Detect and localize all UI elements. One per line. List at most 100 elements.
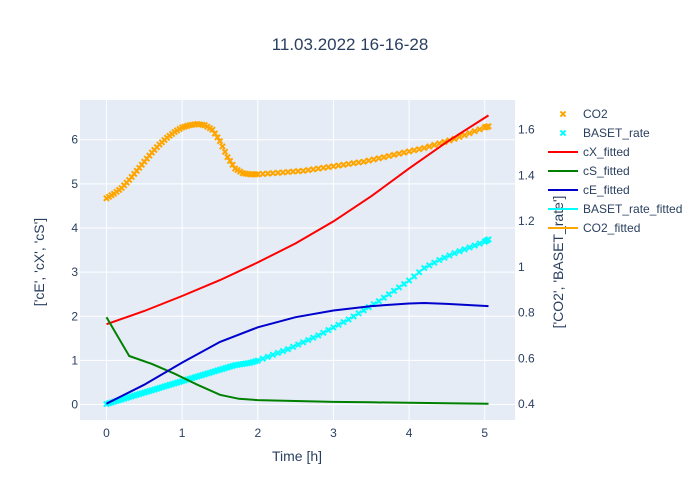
data-point-baset-rate xyxy=(309,334,317,342)
x-tick-label: 3 xyxy=(330,426,337,440)
x-stroke xyxy=(415,268,423,276)
series-cs-fitted xyxy=(105,316,489,405)
legend-label-cx-fitted: cX_fitted xyxy=(583,145,630,159)
data-point-co2 xyxy=(390,151,398,159)
x-stroke xyxy=(430,141,438,149)
x-stroke xyxy=(456,247,463,255)
series-cx-fitted xyxy=(106,114,490,326)
x-stroke xyxy=(229,161,236,169)
x-stroke xyxy=(320,164,327,172)
x-axis-title: Time [h] xyxy=(272,448,322,464)
x-stroke xyxy=(476,240,484,247)
x-stroke xyxy=(559,129,567,137)
data-point-baset-rate xyxy=(456,247,463,255)
x-stroke xyxy=(471,127,478,135)
data-point-co2 xyxy=(279,169,287,176)
data-point-baset-rate xyxy=(441,254,448,262)
x-stroke xyxy=(380,153,388,161)
x-stroke xyxy=(299,338,307,346)
data-point-co2 xyxy=(476,126,484,133)
grid xyxy=(80,100,515,420)
data-point-co2 xyxy=(461,131,468,139)
x-stroke xyxy=(485,122,492,130)
x-stroke xyxy=(410,273,418,280)
data-point-baset-rate xyxy=(269,351,277,359)
x-stroke xyxy=(345,160,352,168)
legend-label-co2: CO2 xyxy=(583,107,608,121)
data-point-baset-rate xyxy=(340,318,347,326)
x-stroke xyxy=(269,169,277,177)
y-left-axis-title: ['cE', 'cX', 'cS'] xyxy=(31,218,47,306)
x-stroke xyxy=(314,332,322,339)
legend-item-baset-rate-fitted: BASET_rate_fitted xyxy=(548,202,682,216)
data-point-co2 xyxy=(400,149,408,156)
data-point-co2 xyxy=(294,167,302,175)
data-point-co2 xyxy=(264,170,272,177)
x-stroke xyxy=(259,355,267,362)
x-stroke xyxy=(430,259,438,266)
data-point-baset-rate xyxy=(254,357,262,364)
data-point-baset-rate xyxy=(325,326,332,334)
x-stroke xyxy=(284,168,292,176)
data-point-co2 xyxy=(430,141,438,149)
x-stroke xyxy=(360,158,368,166)
x-stroke xyxy=(375,297,383,305)
data-point-baset-rate xyxy=(284,345,292,353)
data-point-co2 xyxy=(466,129,473,137)
legend-symbol-baset-rate xyxy=(559,129,567,137)
data-point-co2 xyxy=(471,127,478,135)
x-stroke xyxy=(441,138,448,146)
x-stroke xyxy=(390,151,398,159)
data-point-co2 xyxy=(330,162,337,170)
data-point-co2 xyxy=(299,167,307,175)
x-stroke xyxy=(221,148,229,156)
series-line-ce-fitted xyxy=(106,301,489,405)
x-stroke xyxy=(219,143,226,150)
data-point-baset-rate xyxy=(410,273,418,280)
x-stroke xyxy=(380,294,388,302)
x-stroke xyxy=(274,349,282,357)
data-point-co2 xyxy=(335,162,342,169)
y-right-axis-title: ['CO2', 'BASET_rate'] xyxy=(550,196,566,329)
x-stroke xyxy=(360,306,368,314)
data-point-co2 xyxy=(485,122,492,130)
x-stroke xyxy=(405,148,413,155)
y-left-tick-label: 2 xyxy=(71,309,78,323)
data-point-co2 xyxy=(420,144,428,152)
x-stroke xyxy=(226,157,234,165)
x-stroke xyxy=(446,252,453,259)
data-point-co2 xyxy=(320,164,327,172)
data-point-co2 xyxy=(385,152,393,160)
x-stroke xyxy=(340,318,347,326)
data-point-baset-rate xyxy=(264,353,272,361)
x-stroke xyxy=(254,357,262,364)
legend: CO2 BASET_rate cX_fitted cS_fitted cE_fitted… xyxy=(548,107,682,235)
data-point-baset-rate xyxy=(415,268,423,276)
data-point-co2 xyxy=(304,166,312,174)
legend-symbol-co2 xyxy=(559,110,567,118)
series-ce-fitted xyxy=(106,301,489,405)
data-point-baset-rate xyxy=(320,329,327,337)
x-stroke xyxy=(279,169,287,176)
x-stroke xyxy=(214,134,221,141)
data-point-baset-rate xyxy=(425,262,433,269)
data-point-co2 xyxy=(340,161,347,169)
x-tick-label: 5 xyxy=(481,426,488,440)
data-point-co2 xyxy=(405,148,413,155)
x-stroke xyxy=(320,329,327,337)
x-tick-label: 2 xyxy=(254,426,261,440)
data-point-co2 xyxy=(309,166,317,173)
data-point-co2 xyxy=(274,169,282,177)
x-stroke xyxy=(395,284,403,291)
data-point-baset-rate xyxy=(274,349,282,357)
x-stroke xyxy=(330,162,337,170)
x-stroke xyxy=(390,287,398,295)
data-point-baset-rate xyxy=(335,321,342,329)
x-stroke xyxy=(325,163,332,171)
x-stroke xyxy=(400,149,408,156)
x-stroke xyxy=(420,264,428,272)
data-point-baset-rate xyxy=(461,246,468,253)
series-baset-rate xyxy=(103,236,492,408)
data-point-baset-rate xyxy=(355,310,362,317)
